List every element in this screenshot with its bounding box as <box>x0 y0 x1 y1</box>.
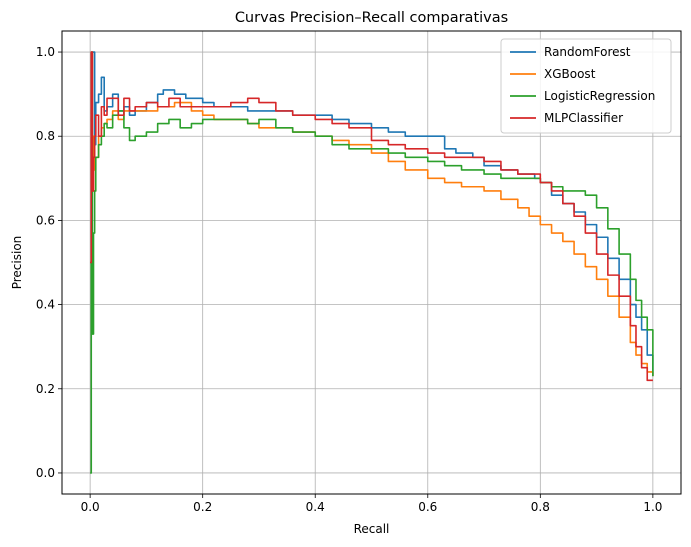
series-line-mlpclassifier <box>90 51 653 382</box>
legend-label: MLPClassifier <box>544 111 623 125</box>
legend-label: RandomForest <box>544 45 631 59</box>
legend-label: LogisticRegression <box>544 89 655 103</box>
x-axis-label: Recall <box>354 522 390 536</box>
y-tick-label: 0.6 <box>36 213 55 227</box>
plot-frame <box>61 30 682 495</box>
y-tick-label: 0.2 <box>36 382 55 396</box>
x-axis-ticks: 0.0 0.2 0.4 0.6 0.8 1.0 <box>81 494 662 514</box>
y-tick-label: 0.8 <box>36 129 55 143</box>
x-tick-label: 0.0 <box>81 500 100 514</box>
legend: RandomForest XGBoost LogisticRegression MLP… <box>500 38 672 134</box>
series-line-logisticregression <box>90 51 654 474</box>
x-tick-label: 1.0 <box>643 500 662 514</box>
x-tick-label: 0.2 <box>193 500 212 514</box>
series-lines <box>90 51 654 474</box>
x-tick-label: 0.6 <box>418 500 437 514</box>
chart-title: Curvas Precision–Recall comparativas <box>235 10 508 26</box>
series-line-xgboost <box>90 101 654 377</box>
x-tick-label: 0.4 <box>306 500 325 514</box>
legend-label: XGBoost <box>544 67 596 81</box>
y-tick-label: 0.4 <box>36 298 55 312</box>
y-tick-label: 1.0 <box>36 45 55 59</box>
legend-box <box>500 38 672 134</box>
y-axis-label: Precision <box>10 236 24 290</box>
x-tick-label: 0.8 <box>531 500 550 514</box>
y-axis-ticks: 0.0 0.2 0.4 0.6 0.8 1.0 <box>36 45 62 480</box>
y-tick-label: 0.0 <box>36 466 55 480</box>
